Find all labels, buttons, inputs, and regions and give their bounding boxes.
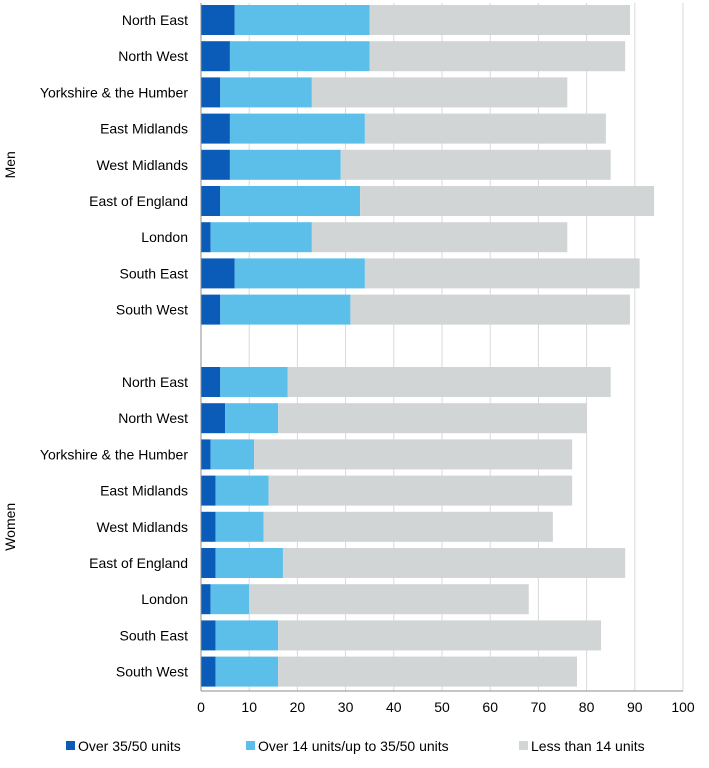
bar-women-north-east-over-14-units-up-to-35-50-units: [220, 367, 288, 397]
x-tick-label-10: 10: [241, 699, 257, 715]
category-label-men-south-west: South West: [116, 302, 188, 318]
category-label-women-north-east: North East: [122, 374, 188, 390]
bar-men-north-east-over-14-units-up-to-35-50-units: [234, 5, 370, 35]
x-tick-label-100: 100: [671, 699, 695, 715]
category-label-men-london: London: [141, 229, 188, 245]
bar-women-north-east-less-than-14-units: [287, 367, 611, 397]
bar-women-north-east-over-35-50-units: [201, 367, 221, 397]
bar-men-east-midlands-less-than-14-units: [364, 113, 606, 144]
category-label-men-west-midlands: West Midlands: [96, 157, 188, 173]
bar-men-south-east-less-than-14-units: [364, 258, 640, 289]
bar-men-east-of-england-over-35-50-units: [201, 186, 221, 216]
x-tick-label-30: 30: [338, 699, 354, 715]
category-label-women-yorkshire-and-the-humber: Yorkshire & the Humber: [40, 446, 188, 462]
bar-men-london-over-35-50-units: [201, 222, 211, 253]
category-label-men-north-east: North East: [122, 12, 188, 28]
group-label-men: Men: [2, 151, 18, 178]
bar-women-east-midlands-over-14-units-up-to-35-50-units: [215, 475, 269, 506]
bar-women-yorkshire-and-the-humber-over-35-50-units: [201, 439, 211, 470]
bar-men-south-west-over-35-50-units: [201, 294, 221, 325]
x-tick-label-90: 90: [627, 699, 643, 715]
bar-women-south-west-over-35-50-units: [201, 656, 216, 687]
bar-women-south-east-over-14-units-up-to-35-50-units: [215, 620, 279, 651]
x-tick-label-0: 0: [197, 699, 205, 715]
bar-men-west-midlands-over-14-units-up-to-35-50-units: [229, 149, 341, 180]
bar-men-east-midlands-over-14-units-up-to-35-50-units: [229, 113, 365, 144]
bar-women-north-west-over-35-50-units: [201, 403, 226, 434]
bar-women-yorkshire-and-the-humber-over-14-units-up-to-35-50-units: [210, 439, 255, 470]
bar-men-east-of-england-less-than-14-units: [360, 186, 655, 216]
bar-men-east-of-england-over-14-units-up-to-35-50-units: [220, 186, 361, 216]
category-label-women-north-west: North West: [118, 410, 188, 426]
category-label-women-east-of-england: East of England: [89, 555, 188, 571]
legend: Over 35/50 units Over 14 units/up to 35/5…: [66, 738, 645, 754]
legend-swatch-less-than-14-units: [519, 741, 528, 750]
bar-men-north-west-over-14-units-up-to-35-50-units: [229, 41, 370, 72]
x-tick-label-40: 40: [386, 699, 402, 715]
bar-women-yorkshire-and-the-humber-less-than-14-units: [254, 439, 573, 470]
bar-men-south-west-over-14-units-up-to-35-50-units: [220, 294, 351, 325]
labels: North East North West Yorkshire & the Humb…: [2, 12, 188, 680]
x-tick-label-50: 50: [434, 699, 450, 715]
bar-women-north-west-over-14-units-up-to-35-50-units: [225, 403, 279, 434]
bar-women-east-of-england-over-14-units-up-to-35-50-units: [215, 548, 283, 578]
bar-men-london-over-14-units-up-to-35-50-units: [210, 222, 312, 253]
bar-women-south-west-over-14-units-up-to-35-50-units: [215, 656, 279, 687]
bar-women-east-midlands-less-than-14-units: [268, 475, 573, 506]
bar-women-london-over-35-50-units: [201, 584, 211, 615]
bar-women-east-midlands-over-35-50-units: [201, 475, 216, 506]
bar-men-north-east-less-than-14-units: [369, 5, 630, 35]
bars: [201, 5, 655, 687]
bar-women-london-over-14-units-up-to-35-50-units: [210, 584, 250, 615]
bar-women-london-less-than-14-units: [249, 584, 529, 615]
category-label-women-south-west: South West: [116, 664, 188, 680]
legend-swatch-over-14-units-up-to-35-50-units: [246, 741, 255, 750]
bar-women-west-midlands-less-than-14-units: [263, 511, 553, 542]
category-label-men-north-west: North West: [118, 48, 188, 64]
category-label-women-south-east: South East: [120, 627, 189, 643]
legend-label-over-35-50-units: Over 35/50 units: [78, 738, 181, 754]
category-label-women-west-midlands: West Midlands: [96, 519, 188, 535]
bar-women-north-west-less-than-14-units: [278, 403, 587, 434]
bar-men-yorkshire-and-the-humber-over-14-units-up-to-35-50-units: [220, 77, 312, 108]
bar-men-london-less-than-14-units: [311, 222, 568, 253]
bar-men-east-midlands-over-35-50-units: [201, 113, 230, 144]
x-tick-label-20: 20: [290, 699, 306, 715]
bar-men-north-west-over-35-50-units: [201, 41, 230, 72]
bar-men-west-midlands-over-35-50-units: [201, 149, 230, 180]
bar-women-west-midlands-over-14-units-up-to-35-50-units: [215, 511, 264, 542]
category-label-men-east-of-england: East of England: [89, 193, 188, 209]
category-label-men-yorkshire-and-the-humber: Yorkshire & the Humber: [40, 84, 188, 100]
legend-label-less-than-14-units: Less than 14 units: [531, 738, 645, 754]
x-tick-label-80: 80: [579, 699, 595, 715]
legend-swatch-over-35-50-units: [66, 741, 75, 750]
category-label-women-london: London: [141, 591, 188, 607]
legend-label-over-14-units-up-to-35-50-units: Over 14 units/up to 35/50 units: [258, 738, 449, 754]
bar-men-south-east-over-35-50-units: [201, 258, 235, 289]
bar-women-south-east-over-35-50-units: [201, 620, 216, 651]
axes: 0 10 20 30 40 50 60 70 80 90 100: [197, 3, 695, 715]
bar-women-west-midlands-over-35-50-units: [201, 511, 216, 542]
bar-men-west-midlands-less-than-14-units: [340, 149, 611, 180]
category-label-women-east-midlands: East Midlands: [100, 483, 188, 499]
bar-women-east-of-england-less-than-14-units: [282, 548, 626, 578]
category-label-men-east-midlands: East Midlands: [100, 121, 188, 137]
x-tick-label-70: 70: [531, 699, 547, 715]
bar-women-east-of-england-over-35-50-units: [201, 548, 216, 578]
bar-men-north-west-less-than-14-units: [369, 41, 626, 72]
bar-men-yorkshire-and-the-humber-less-than-14-units: [311, 77, 568, 108]
bar-men-south-east-over-14-units-up-to-35-50-units: [234, 258, 365, 289]
bar-women-south-east-less-than-14-units: [278, 620, 602, 651]
bar-men-south-west-less-than-14-units: [350, 294, 630, 325]
bar-men-north-east-over-35-50-units: [201, 5, 235, 35]
bar-women-south-west-less-than-14-units: [278, 656, 577, 687]
bar-men-yorkshire-and-the-humber-over-35-50-units: [201, 77, 221, 108]
group-label-women: Women: [2, 503, 18, 551]
category-label-men-south-east: South East: [120, 265, 189, 281]
x-tick-label-60: 60: [482, 699, 498, 715]
